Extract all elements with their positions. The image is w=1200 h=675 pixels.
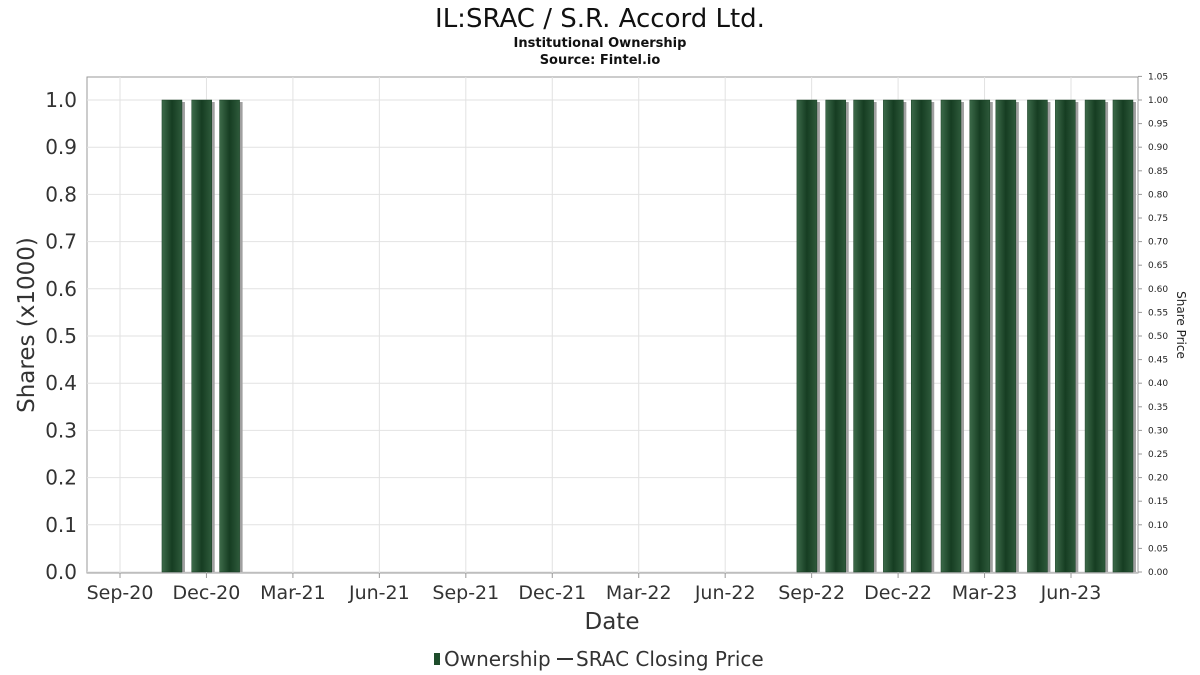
y-tick-label: 0.5 — [45, 324, 77, 348]
x-tick-label: Jun-23 — [1040, 582, 1102, 604]
y2-tick-label: 1.00 — [1148, 96, 1168, 106]
x-tick-label: Jun-21 — [348, 582, 410, 604]
ownership-bar — [219, 99, 240, 573]
legend: Ownership SRAC Closing Price — [434, 647, 764, 671]
x-tick-label: Jun-22 — [694, 582, 756, 604]
ownership-bar — [969, 99, 991, 573]
ownership-bar — [1112, 99, 1134, 573]
y2-tick-label: 0.70 — [1148, 238, 1168, 248]
y-tick-label: 0.3 — [45, 418, 77, 442]
y2-axis-ticks: 0.00 0.05 0.10 0.15 0.20 0.25 0.30 0.35 0.40 0.45… — [1138, 72, 1168, 578]
y2-tick-label: 0.05 — [1148, 544, 1168, 554]
y2-tick-label: 0.30 — [1148, 426, 1168, 436]
x-tick-label: Dec-22 — [864, 582, 932, 604]
y2-tick-label: 0.80 — [1148, 190, 1168, 200]
y-tick-label: 0.1 — [45, 513, 77, 537]
ownership-bar — [1027, 99, 1048, 573]
x-tick-label: Dec-20 — [173, 582, 241, 604]
y2-tick-label: 0.10 — [1148, 521, 1168, 531]
y2-tick-label: 0.50 — [1148, 332, 1168, 342]
ownership-bar — [883, 99, 904, 573]
y2-tick-label: 0.85 — [1148, 167, 1168, 177]
ownership-bar — [796, 99, 818, 573]
y-axis-label: Shares (x1000) — [14, 237, 40, 413]
chart-title: IL:SRAC / S.R. Accord Ltd. — [435, 4, 765, 34]
ownership-bar — [161, 99, 183, 573]
y2-tick-label: 0.25 — [1148, 450, 1168, 460]
y-tick-label: 0.0 — [45, 560, 77, 584]
x-tick-label: Sep-20 — [87, 582, 154, 604]
y-axis-ticks: 0.0 0.1 0.2 0.3 0.4 0.5 0.6 0.7 0.8 0.9 1.0 — [45, 88, 77, 584]
y2-tick-label: 0.35 — [1148, 403, 1168, 413]
ownership-bar — [995, 99, 1017, 573]
y-tick-label: 0.9 — [45, 135, 77, 159]
ownership-bar — [910, 99, 932, 573]
legend-price-label: SRAC Closing Price — [576, 647, 764, 671]
y2-tick-label: 0.90 — [1148, 143, 1168, 153]
x-tick-label: Mar-22 — [606, 582, 672, 604]
y2-tick-label: 0.75 — [1148, 214, 1168, 224]
x-tick-label: Mar-21 — [260, 582, 326, 604]
y2-axis-label: Share Price — [1174, 291, 1188, 359]
ownership-bar — [191, 99, 212, 573]
ownership-bar — [940, 99, 962, 573]
y2-tick-label: 0.40 — [1148, 379, 1168, 389]
y2-tick-label: 0.00 — [1148, 568, 1168, 578]
chart-subtitle: Institutional Ownership — [514, 36, 687, 51]
x-tick-label: Sep-22 — [778, 582, 845, 604]
ownership-bar — [1084, 99, 1106, 573]
x-tick-label: Sep-21 — [432, 582, 499, 604]
ownership-bar — [1055, 99, 1076, 573]
y2-tick-label: 0.45 — [1148, 356, 1168, 366]
y2-tick-label: 0.65 — [1148, 261, 1168, 271]
legend-ownership-swatch — [434, 653, 440, 665]
y2-tick-label: 1.05 — [1148, 72, 1168, 82]
y2-tick-label: 0.95 — [1148, 120, 1168, 130]
y-tick-label: 0.4 — [45, 371, 77, 395]
y2-tick-label: 0.55 — [1148, 308, 1168, 318]
y-tick-label: 0.7 — [45, 230, 77, 254]
y-tick-label: 0.6 — [45, 277, 77, 301]
y-tick-label: 0.2 — [45, 466, 77, 490]
x-axis-ticks: Sep-20 Dec-20 Mar-21 Jun-21 Sep-21 Dec-21 Mar-… — [87, 573, 1102, 604]
chart-source: Source: Fintel.io — [540, 53, 661, 68]
y2-tick-label: 0.20 — [1148, 474, 1168, 484]
y2-tick-label: 0.60 — [1148, 285, 1168, 295]
y2-tick-label: 0.15 — [1148, 497, 1168, 507]
ownership-bars — [161, 99, 1136, 573]
ownership-bar — [853, 99, 874, 573]
x-tick-label: Dec-21 — [518, 582, 586, 604]
y-tick-label: 0.8 — [45, 182, 77, 206]
x-tick-label: Mar-23 — [952, 582, 1018, 604]
ownership-bar — [825, 99, 846, 573]
legend-ownership-label: Ownership — [444, 647, 551, 671]
y-tick-label: 1.0 — [45, 88, 77, 112]
x-axis-label: Date — [585, 609, 640, 635]
